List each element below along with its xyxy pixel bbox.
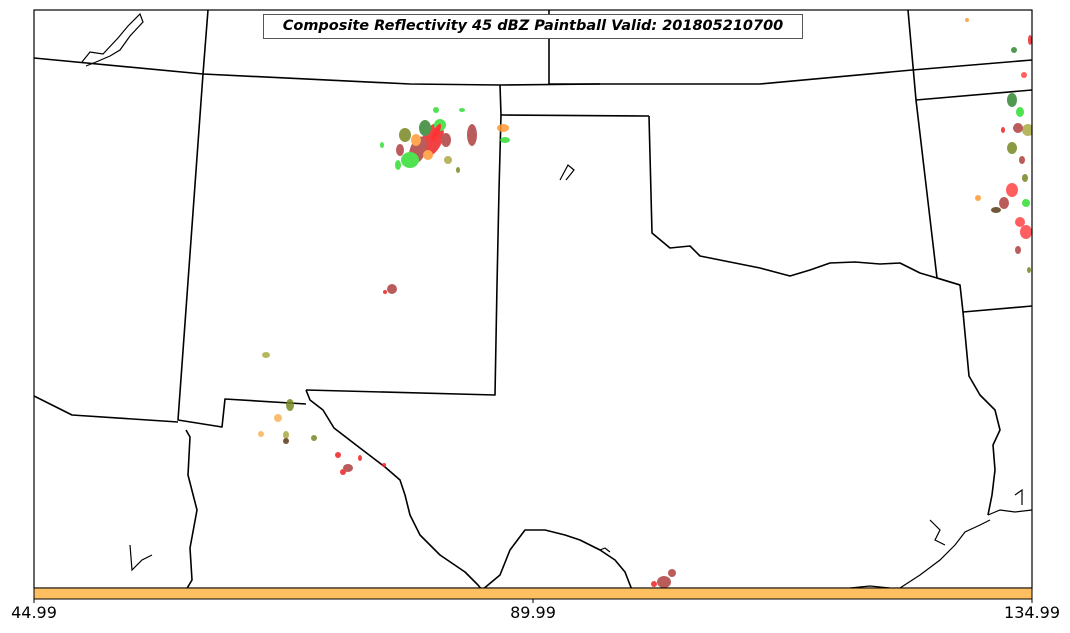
colorbar-tick-label-mid: 89.99 xyxy=(510,603,556,622)
reflectivity-cluster-south-texas xyxy=(651,569,676,588)
coastline-islands xyxy=(929,519,946,546)
reflectivity-cluster-west-texas xyxy=(335,452,386,475)
colorbar-tick-label-max: 134.99 xyxy=(1004,603,1060,622)
coastline-bottom-1 xyxy=(849,585,891,588)
reflectivity-cluster-east xyxy=(965,18,1032,273)
map-title: Composite Reflectivity 45 dBZ Paintball … xyxy=(263,14,803,39)
boundary-rio-grande xyxy=(305,389,482,588)
map-frame xyxy=(33,9,1033,589)
boundary-tx-bend xyxy=(483,529,633,588)
reflectivity-cluster-colorado xyxy=(380,107,510,173)
colorbar-tick-label-min: 44.99 xyxy=(11,603,57,622)
boundary-south-az xyxy=(185,429,198,588)
coastline-louisiana xyxy=(899,519,991,588)
boundary-ok-west xyxy=(305,114,502,396)
boundary-right-2 xyxy=(915,99,1032,313)
colorbar xyxy=(33,587,1033,600)
boundary-right-1 xyxy=(907,10,1032,101)
coastline-gulf xyxy=(987,509,1032,516)
coastline-delta xyxy=(1014,488,1023,505)
state-boundaries xyxy=(34,10,1032,588)
coastline-ok-lake xyxy=(559,164,575,181)
boundary-ok-north xyxy=(499,84,650,117)
coastline-baja xyxy=(129,544,153,572)
coastlines xyxy=(81,12,1032,588)
boundary-north xyxy=(34,57,1032,86)
boundary-nm-west xyxy=(177,10,307,428)
boundary-ok-east xyxy=(648,115,961,286)
boundary-la xyxy=(962,311,1001,516)
coastline-bottom-2 xyxy=(589,544,611,553)
boundary-az-ca xyxy=(34,395,179,423)
coastline-puget xyxy=(81,12,144,67)
reflectivity-cluster-nm xyxy=(258,284,397,444)
